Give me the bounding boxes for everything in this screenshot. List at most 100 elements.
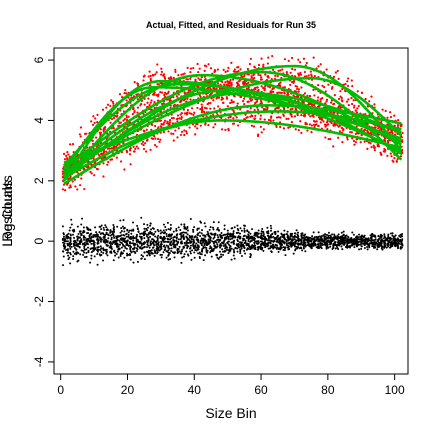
- actual-point: [235, 81, 239, 84]
- actual-point: [119, 160, 123, 163]
- residual-point: [304, 250, 307, 253]
- residual-point: [177, 238, 180, 241]
- residual-point: [218, 239, 221, 242]
- residual-point: [254, 248, 257, 251]
- residual-point: [118, 235, 121, 238]
- residual-point: [281, 240, 284, 243]
- actual-point: [196, 122, 199, 126]
- residual-point: [232, 233, 235, 236]
- residual-point: [396, 239, 399, 242]
- residual-point: [209, 251, 212, 254]
- residual-point: [269, 234, 272, 237]
- actual-point: [260, 85, 263, 88]
- actual-point: [339, 90, 342, 93]
- actual-point: [260, 57, 263, 60]
- residual-point: [129, 258, 132, 261]
- residual-point: [202, 234, 205, 237]
- residual-point: [140, 216, 143, 219]
- residual-point: [145, 233, 148, 236]
- actual-point: [346, 138, 349, 141]
- residual-point: [177, 241, 180, 244]
- residual-point: [156, 239, 159, 242]
- residual-point: [284, 254, 287, 257]
- actual-point: [237, 70, 240, 73]
- fitted-curve: [63, 70, 403, 170]
- residual-point: [116, 225, 119, 228]
- actual-point: [323, 86, 326, 89]
- y-tick-label: -2: [32, 296, 46, 307]
- actual-point: [133, 150, 136, 153]
- residual-point: [337, 233, 340, 236]
- residual-point: [85, 239, 88, 242]
- residual-point: [244, 239, 247, 242]
- fitted-curves-layer: [62, 64, 403, 185]
- residual-point: [389, 241, 392, 244]
- actual-point: [236, 84, 239, 87]
- residual-point: [236, 231, 239, 234]
- residual-point: [226, 246, 229, 249]
- residual-point: [243, 234, 246, 237]
- actual-point: [313, 75, 316, 78]
- actual-point: [212, 99, 215, 102]
- residual-point: [80, 240, 83, 243]
- residual-point: [320, 235, 323, 238]
- actual-point: [204, 123, 207, 126]
- actual-point: [119, 121, 122, 124]
- residual-point: [213, 234, 216, 237]
- x-axis-label: Size Bin: [205, 405, 256, 421]
- residual-point: [316, 243, 319, 246]
- actual-point: [110, 117, 114, 121]
- actual-point: [110, 158, 114, 161]
- residual-point: [213, 240, 216, 243]
- actual-point: [289, 113, 292, 116]
- actual-point: [341, 88, 344, 91]
- residual-point: [201, 248, 204, 251]
- residual-point: [236, 224, 239, 227]
- residual-point: [331, 247, 334, 250]
- actual-point: [128, 148, 132, 151]
- residual-point: [157, 241, 160, 244]
- actual-point: [106, 147, 110, 150]
- actual-point: [167, 130, 170, 133]
- residual-point: [263, 240, 266, 243]
- residual-point: [186, 233, 189, 236]
- actual-point: [321, 96, 324, 100]
- residual-point: [143, 230, 146, 233]
- residual-point: [273, 245, 276, 248]
- residual-point: [135, 250, 138, 253]
- residual-point: [263, 238, 266, 241]
- residual-point: [322, 239, 325, 242]
- residual-point: [266, 226, 269, 229]
- residual-point: [391, 232, 394, 235]
- residual-point: [154, 230, 157, 233]
- residual-point: [122, 237, 125, 240]
- residual-point: [119, 253, 122, 256]
- actual-point: [108, 147, 111, 150]
- residual-point: [90, 257, 93, 260]
- actual-point: [239, 108, 242, 111]
- actual-point: [220, 96, 224, 99]
- residual-point: [164, 248, 167, 251]
- residual-point: [159, 229, 162, 232]
- residual-point: [159, 232, 162, 235]
- actual-point: [162, 74, 165, 77]
- residual-point: [142, 242, 145, 245]
- residual-point: [133, 237, 136, 240]
- residual-point: [87, 237, 90, 240]
- residual-point: [62, 264, 64, 267]
- actual-point: [291, 67, 294, 71]
- residual-point: [203, 244, 206, 247]
- x-tick-label: 40: [188, 383, 202, 397]
- actual-point: [389, 111, 392, 114]
- residual-point: [99, 240, 102, 243]
- actual-point: [157, 83, 160, 86]
- residual-point: [289, 244, 292, 247]
- actual-point: [161, 102, 164, 106]
- residual-point: [236, 236, 239, 239]
- residual-point: [182, 255, 185, 258]
- actual-point: [279, 125, 282, 129]
- residual-point: [270, 251, 273, 254]
- residual-point: [212, 237, 215, 240]
- residual-point: [228, 246, 231, 249]
- residual-point: [106, 254, 109, 257]
